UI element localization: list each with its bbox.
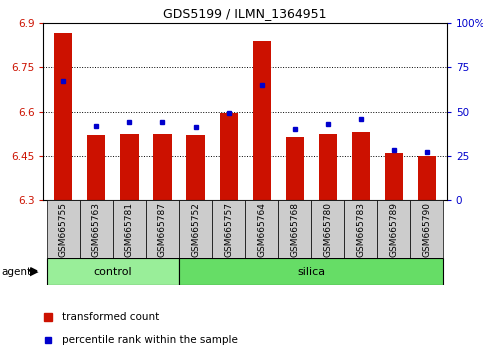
Text: GSM665764: GSM665764 (257, 202, 266, 257)
Bar (311, 200, 344, 258)
Text: GSM665783: GSM665783 (356, 202, 365, 257)
Bar (285, 137, 304, 200)
Text: GSM665789: GSM665789 (389, 202, 398, 257)
Bar (319, 134, 337, 200)
Text: transformed count: transformed count (62, 312, 159, 322)
Bar (54, 33, 72, 200)
Bar (113, 200, 146, 258)
Text: control: control (94, 267, 132, 277)
Text: GSM665763: GSM665763 (92, 202, 101, 257)
Text: percentile rank within the sample: percentile rank within the sample (62, 335, 238, 346)
Bar (47, 200, 80, 258)
Title: GDS5199 / ILMN_1364951: GDS5199 / ILMN_1364951 (163, 7, 327, 21)
Bar (219, 113, 238, 200)
Text: GSM665752: GSM665752 (191, 202, 200, 257)
Text: GSM665781: GSM665781 (125, 202, 134, 257)
Text: GSM665780: GSM665780 (323, 202, 332, 257)
Bar (80, 200, 113, 258)
Bar (411, 200, 443, 258)
Bar (352, 132, 370, 200)
Text: ▶: ▶ (30, 267, 39, 277)
Bar (146, 200, 179, 258)
Bar (278, 200, 311, 258)
Text: GSM665757: GSM665757 (224, 202, 233, 257)
Bar (418, 156, 436, 200)
Bar (179, 200, 212, 258)
Text: silica: silica (297, 267, 326, 277)
Bar (154, 134, 171, 200)
Bar (245, 200, 278, 258)
Bar (212, 200, 245, 258)
Text: GSM665787: GSM665787 (158, 202, 167, 257)
Bar (120, 134, 139, 200)
Text: agent: agent (1, 267, 31, 277)
Bar (179, 258, 443, 285)
Text: GSM665755: GSM665755 (59, 202, 68, 257)
Text: GSM665768: GSM665768 (290, 202, 299, 257)
Bar (253, 41, 271, 200)
Bar (385, 153, 403, 200)
Bar (47, 258, 179, 285)
Bar (87, 135, 105, 200)
Bar (377, 200, 411, 258)
Bar (344, 200, 377, 258)
Text: GSM665790: GSM665790 (423, 202, 431, 257)
Bar (186, 135, 205, 200)
